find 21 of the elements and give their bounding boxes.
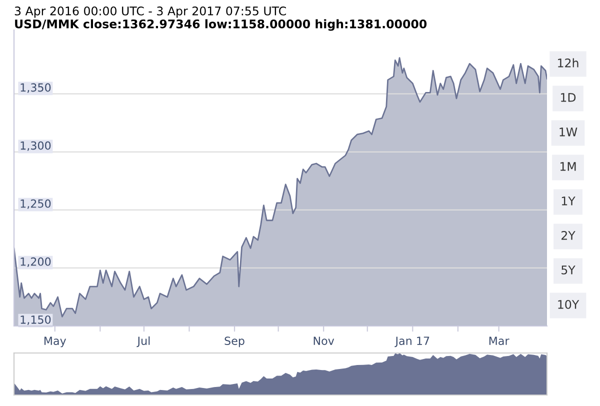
x-tick-label: Nov — [314, 336, 334, 346]
x-tick-label: Sep — [224, 336, 244, 348]
x-tick-label: Jan 17 — [394, 336, 430, 348]
chart-title: 3 Apr 2016 00:00 UTC - 3 Apr 2017 07:55 UTC — [14, 6, 286, 18]
y-tick-label: 1,300 — [20, 141, 51, 151]
y-tick-label: 1,250 — [20, 199, 51, 209]
x-tick-label: Mar — [489, 336, 510, 346]
text: 1Y — [562, 196, 576, 206]
y-tick-label: 1,150 — [20, 315, 51, 325]
y-tick-label: 1,200 — [20, 257, 51, 267]
text: 5Y — [562, 266, 576, 274]
text: 1D — [560, 93, 576, 102]
text: 12h — [558, 58, 578, 68]
text: 1M — [560, 162, 576, 171]
chart-subtitle: USD/MMK close:1362.97346 low:1158.00000 high:1381.00000 — [15, 19, 427, 31]
x-tick-label: May — [44, 336, 66, 348]
text: 10Y — [558, 300, 580, 309]
y-tick-label: 1,350 — [20, 83, 51, 93]
text: 2Y — [562, 230, 576, 240]
x-tick-label: Jul — [136, 336, 150, 348]
text: 1W — [560, 128, 578, 136]
